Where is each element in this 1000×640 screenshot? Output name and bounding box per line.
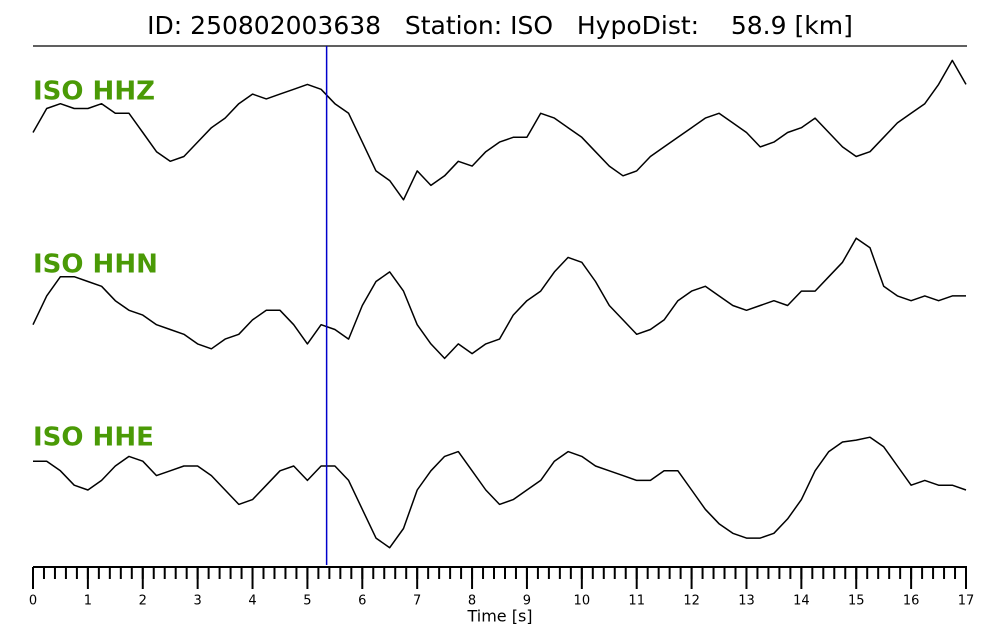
x-tick-label: 0: [29, 594, 37, 609]
chart-title: ID: 250802003638 Station: ISO HypoDist: …: [147, 11, 853, 40]
x-tick-label: 10: [574, 594, 591, 609]
trace: [32, 59, 967, 201]
x-tick-label: 14: [793, 594, 810, 609]
trace-label: ISO HHN: [33, 250, 158, 280]
x-axis-label: Time [s]: [466, 607, 532, 626]
trace-label: ISO HHE: [33, 423, 154, 453]
x-tick-label: 1: [84, 594, 92, 609]
x-tick-label: 17: [958, 594, 975, 609]
trace-label: ISO HHZ: [33, 77, 155, 107]
x-tick-label: 15: [848, 594, 865, 609]
x-tick-label: 5: [303, 594, 311, 609]
x-tick-label: 16: [903, 594, 920, 609]
trace: [32, 237, 966, 360]
x-tick-label: 11: [628, 594, 645, 609]
x-tick-label: 12: [683, 594, 700, 609]
x-tick-label: 8: [468, 594, 476, 609]
x-tick-label: 7: [413, 594, 421, 609]
x-tick-label: 13: [738, 594, 755, 609]
x-tick-label: 9: [523, 594, 531, 609]
x-tick-label: 6: [358, 594, 366, 609]
x-tick-label: 4: [248, 594, 256, 609]
x-tick-label: 2: [139, 594, 147, 609]
trace: [33, 436, 967, 549]
x-tick-label: 3: [194, 594, 202, 609]
